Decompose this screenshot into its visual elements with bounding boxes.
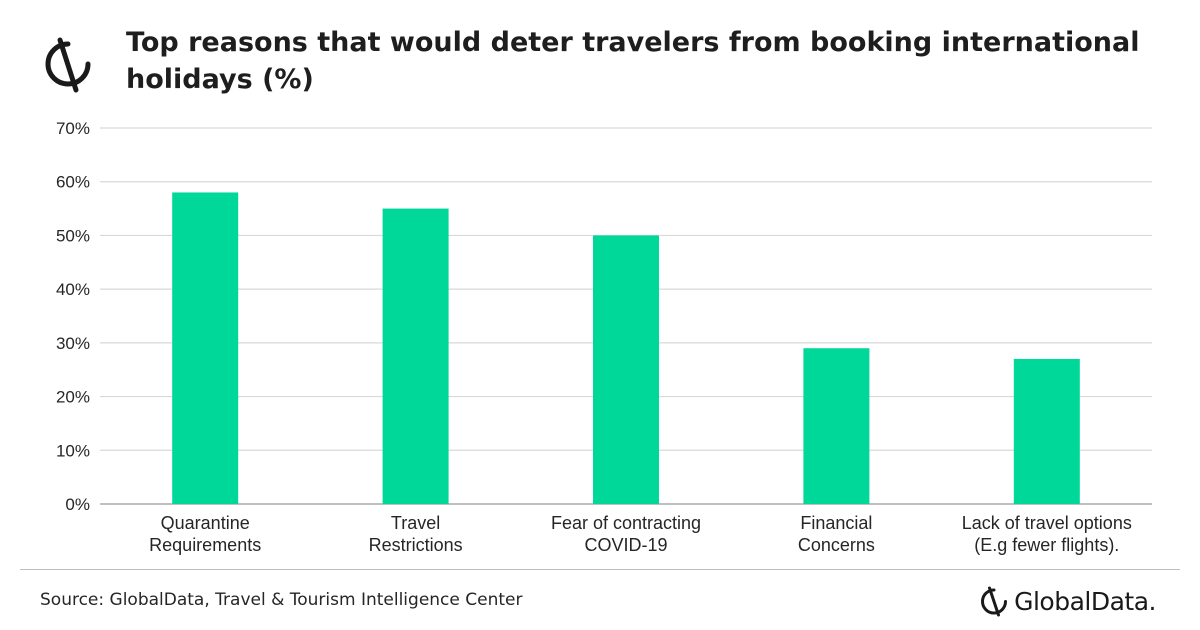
footer-divider — [20, 569, 1180, 570]
chart-title: Top reasons that would deter travelers f… — [126, 27, 1140, 95]
x-category-label: COVID-19 — [584, 535, 667, 555]
x-category-label: Fear of contracting — [551, 513, 701, 533]
y-tick-label: 40% — [56, 280, 90, 299]
y-tick-label: 50% — [56, 226, 90, 245]
x-category-label: (E.g fewer flights). — [974, 535, 1119, 555]
brand-name: GlobalData. — [1014, 586, 1156, 616]
y-tick-label: 20% — [56, 388, 90, 407]
x-category-label: Concerns — [798, 535, 875, 555]
y-tick-label: 0% — [65, 495, 90, 514]
source-note: Source: GlobalData, Travel & Tourism Int… — [40, 590, 523, 610]
x-category-label: Requirements — [149, 535, 261, 555]
y-tick-label: 30% — [56, 334, 90, 353]
bar — [593, 235, 659, 504]
x-category-label: Restrictions — [369, 535, 463, 555]
y-tick-label: 10% — [56, 441, 90, 460]
x-category-label: Financial — [800, 513, 872, 533]
y-tick-label: 60% — [56, 173, 90, 192]
x-category-label: Lack of travel options — [962, 513, 1132, 533]
brand-logo: GlobalData. — [980, 584, 1156, 618]
x-category-label: Travel — [391, 513, 440, 533]
bar — [1013, 358, 1080, 504]
bar — [803, 348, 870, 504]
bar-chart: 0% 10% 20% 30% 40% 50% 60% 70% QuarantineRequire… — [56, 119, 1152, 555]
globaldata-logo-icon — [45, 37, 91, 93]
globaldata-brand-icon — [981, 586, 1008, 616]
bar — [172, 192, 239, 504]
bar — [382, 208, 449, 505]
y-tick-label: 70% — [56, 119, 90, 138]
x-category-label: Quarantine — [161, 513, 250, 533]
